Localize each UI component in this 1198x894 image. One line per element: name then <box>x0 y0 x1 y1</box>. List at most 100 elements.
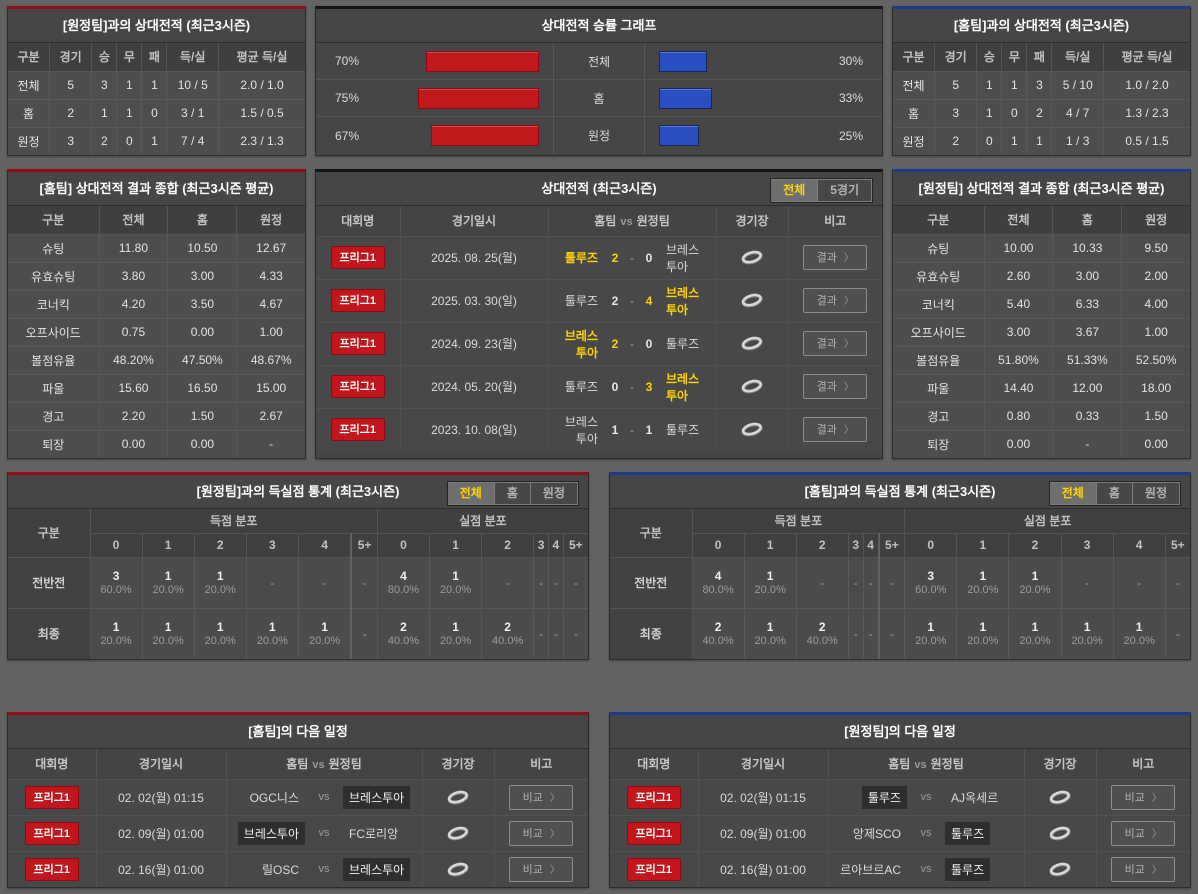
compare-button[interactable]: 비교 〉 <box>509 820 574 846</box>
stadium-icon[interactable] <box>446 790 470 805</box>
panel-home-summary: [홈팀] 상대전적 결과 종합 (최근3시즌 평균) 구분 전체 홈 원정 슈팅 11.… <box>7 169 306 459</box>
percent: 20.0% <box>100 634 132 647</box>
table-row: 퇴장 0.00-0.00 <box>892 429 1191 459</box>
left-percent-label: 75% <box>334 91 360 105</box>
date-cell: 2025. 08. 25(월) <box>399 235 549 280</box>
panel-title: [홈팀]과의 상대전적 (최근3시즌) <box>893 9 1190 43</box>
header-cell: 승 <box>91 42 118 72</box>
table-row: 경고 2.20 1.50 2.67 <box>7 401 306 431</box>
percent: 80.0% <box>387 583 420 596</box>
cell: 47.50% <box>167 345 238 375</box>
percent: 20.0% <box>915 634 947 647</box>
percent: 20.0% <box>439 634 472 647</box>
score-header-cell: 1 <box>141 532 195 558</box>
table-row: 퇴장 0.00 0.00- <box>7 429 306 459</box>
stadium-icon[interactable] <box>740 250 764 265</box>
cell: 오프사이드 <box>7 317 100 347</box>
league-cell: 프리그1 <box>315 235 401 280</box>
tab[interactable]: 5경기 <box>818 179 872 202</box>
stadium-icon[interactable] <box>1048 862 1072 877</box>
teams-cell: 툴루즈 2 - 0 브레스투아 <box>547 235 717 280</box>
goals-cell: - <box>533 556 549 609</box>
score-header-cell: 4 <box>862 532 880 558</box>
teams-line: 브레스투아 2 - 0 툴루즈 <box>550 324 715 364</box>
schedule-row: [홈팀]의 다음 일정 대회명 경기일시 홈팀 vs 원정팀 경기장 비고 <box>7 712 1191 888</box>
stadium-cell <box>421 778 495 816</box>
matches-tab-group: 전체 5경기 <box>770 178 873 203</box>
stadium-icon[interactable] <box>446 862 470 877</box>
percent: 20.0% <box>256 634 288 647</box>
tab[interactable]: 전체 <box>447 482 495 505</box>
away-team-name: 브레스투아 <box>343 857 411 881</box>
count: 1 <box>766 568 774 583</box>
stadium-icon[interactable] <box>1048 790 1072 805</box>
count: - <box>573 626 578 641</box>
panel-goals-vs-home: [홈팀]과의 득실점 통계 (최근3시즌) 전체 홈 원정 구분 득점 분포 실점 … <box>609 472 1191 660</box>
date-cell: 2023. 10. 08(일) <box>399 407 549 451</box>
stadium-cell <box>421 814 495 852</box>
tab[interactable]: 전체 <box>771 179 819 202</box>
tab[interactable]: 원정 <box>1132 482 1180 505</box>
note-cell: 결과 〉 <box>787 321 883 366</box>
header-cell: 홈 <box>1052 205 1123 235</box>
percent: 20.0% <box>1019 634 1051 647</box>
panel-home-schedule: [홈팀]의 다음 일정 대회명 경기일시 홈팀 vs 원정팀 경기장 비고 <box>7 712 589 888</box>
header-date: 경기일시 <box>95 748 227 780</box>
compare-button[interactable]: 비교 〉 <box>509 784 574 810</box>
away-team-name: 툴루즈 <box>666 337 700 351</box>
scored-group-header: 득점 분포 <box>89 508 378 534</box>
compare-button[interactable]: 비교 〉 <box>1111 856 1176 882</box>
table-row: 원정 3 2 0 1 7 / 4 2.3 / 1.3 <box>7 126 306 156</box>
count: - <box>1175 575 1180 590</box>
result-button[interactable]: 결과 〉 <box>803 245 868 270</box>
panel-h2h-matches: 상대전적 (최근3시즌) 전체 5경기 대회명 경기일시 홈팀 vs 원정팀 경기장 … <box>315 169 883 459</box>
tab[interactable]: 홈 <box>494 482 531 505</box>
vs-label: vs <box>920 791 932 803</box>
tab[interactable]: 원정 <box>530 482 578 505</box>
compare-button[interactable]: 비교 〉 <box>509 856 574 882</box>
compare-button[interactable]: 비교 〉 <box>1111 820 1176 846</box>
row-label: 전반전 <box>7 556 91 609</box>
compare-button[interactable]: 비교 〉 <box>1111 784 1176 810</box>
tab[interactable]: 전체 <box>1049 482 1097 505</box>
stadium-icon[interactable] <box>1048 826 1072 841</box>
cell: 1 <box>976 70 1003 100</box>
stadium-icon[interactable] <box>740 293 764 308</box>
away-team-name: 브레스투아 <box>343 785 411 809</box>
result-button[interactable]: 결과 〉 <box>803 417 868 442</box>
stadium-icon[interactable] <box>740 379 764 394</box>
cell: 볼점유율 <box>892 345 985 375</box>
teams-line: 툴루즈 2 - 0 브레스투아 <box>550 238 715 278</box>
panel-title: [홈팀]과의 득실점 통계 (최근3시즌) 전체 홈 원정 <box>610 475 1190 509</box>
header-note: 비고 <box>1095 748 1191 780</box>
cell: 파울 <box>892 373 985 403</box>
blue-bar <box>659 87 713 109</box>
count: - <box>1137 575 1142 590</box>
stadium-icon[interactable] <box>446 826 470 841</box>
group-header-row: 구분 득점 분포 실점 분포 <box>609 508 1191 558</box>
cell: 슈팅 <box>892 233 985 263</box>
league-cell: 프리그1 <box>7 850 97 888</box>
count: 2 <box>818 619 826 634</box>
goals-cell: - <box>481 556 535 609</box>
header-teams: 홈팀 vs 원정팀 <box>547 205 717 237</box>
tab[interactable]: 홈 <box>1096 482 1133 505</box>
percent: 20.0% <box>754 583 786 596</box>
cell: 0 <box>1001 98 1028 128</box>
goals-cell: - <box>862 607 880 660</box>
cell: 홈 <box>892 98 936 128</box>
goals-row: 전반전 3 60.0% 1 20.0% 1 20.0% - - -4 80.0% 1 20.0% - - -… <box>7 556 589 609</box>
result-button[interactable]: 결과 〉 <box>803 331 868 356</box>
percent: 20.0% <box>439 583 472 596</box>
teams-cell: 툴루즈 2 - 4 브레스투아 <box>547 278 717 323</box>
cell: 1 <box>1001 70 1028 100</box>
panel-h2h-vs-away: [원정팀]과의 상대전적 (최근3시즌) 구분 경기 승 무 패 득/실 평균 득/실 전체… <box>7 6 306 156</box>
conceded-group-header: 실점 분포 <box>904 508 1191 534</box>
cell: 0 <box>141 98 168 128</box>
result-button[interactable]: 결과 〉 <box>803 288 868 313</box>
stadium-icon[interactable] <box>740 422 764 437</box>
goals-cell: 1 20.0% <box>956 607 1010 660</box>
stadium-icon[interactable] <box>740 336 764 351</box>
result-button[interactable]: 결과 〉 <box>803 374 868 399</box>
goals-cell: 1 20.0% <box>245 607 299 660</box>
